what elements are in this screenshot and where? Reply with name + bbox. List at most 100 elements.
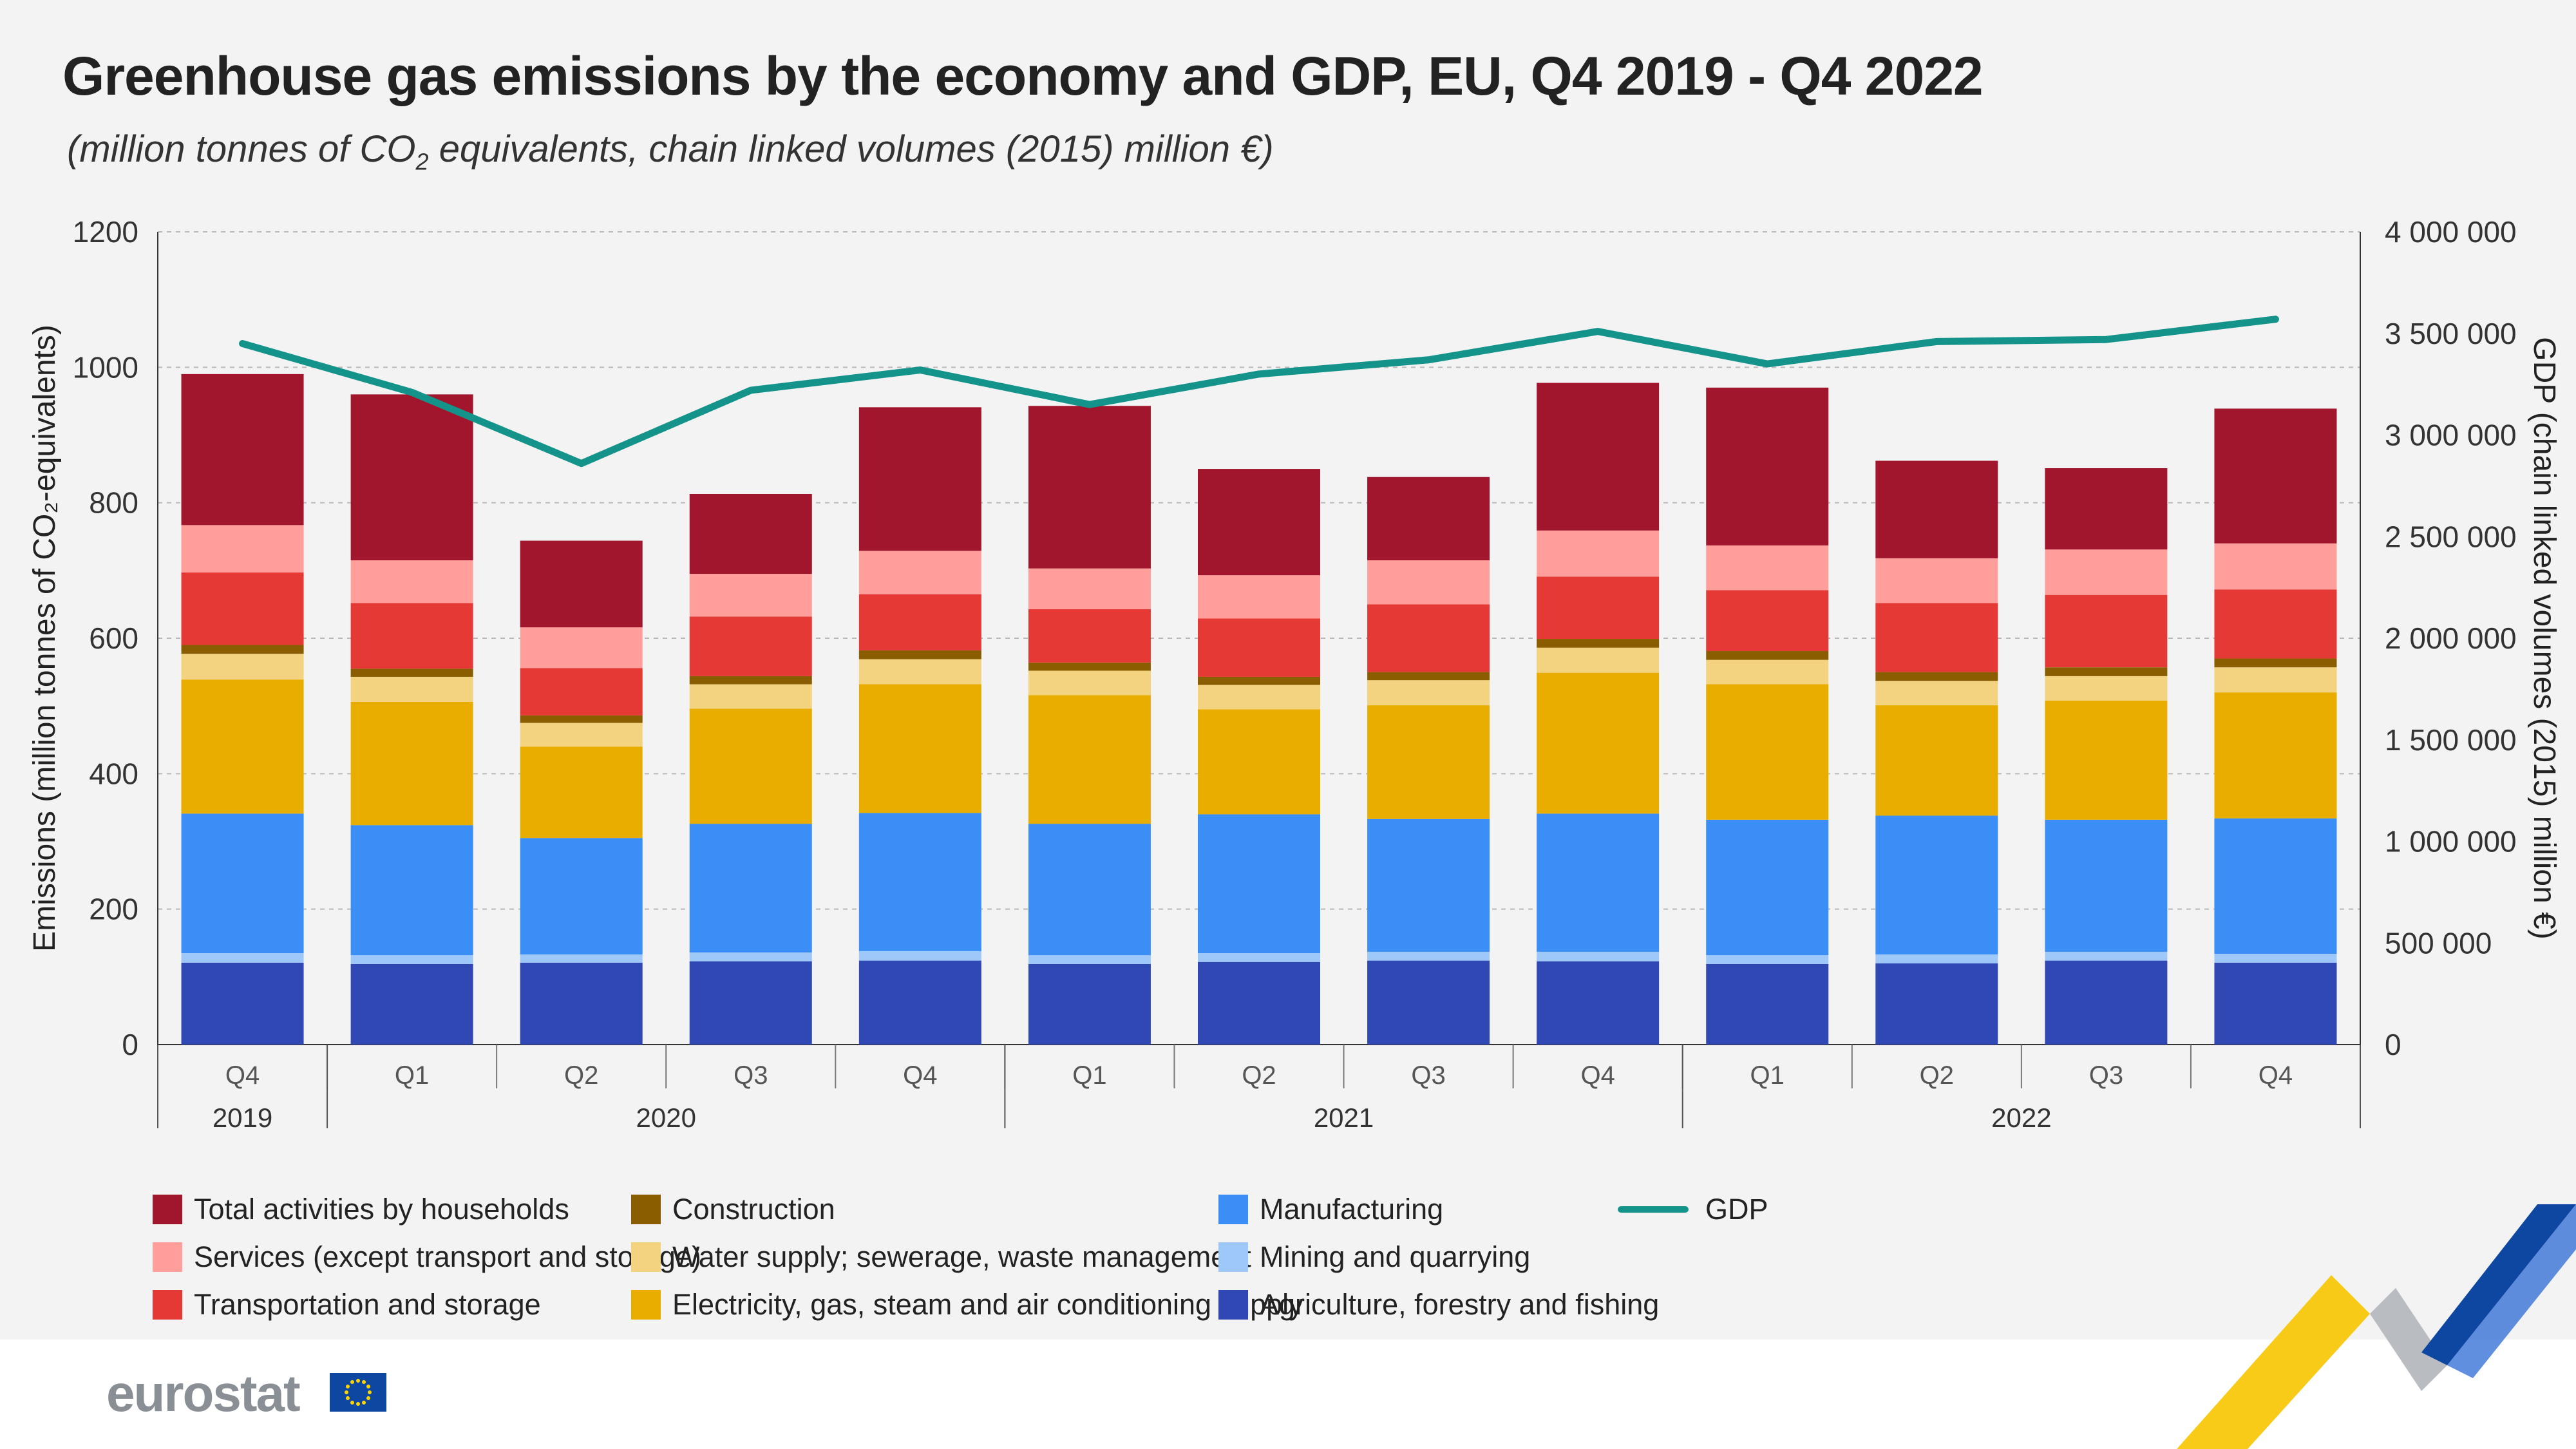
flag-star: [362, 1380, 366, 1385]
bar-segment: [689, 676, 812, 685]
bar-segment: [350, 394, 473, 561]
bar-segment: [1367, 560, 1490, 605]
bar-segment: [1028, 824, 1151, 956]
bar-segment: [1537, 813, 1660, 952]
flag-star: [356, 1402, 360, 1406]
bar-segment: [1367, 672, 1490, 681]
bar-segment: [1875, 672, 1998, 681]
bar-segment: [1537, 639, 1660, 648]
x-tick-label: Q3: [734, 1061, 768, 1090]
x-tick-label: Q1: [1072, 1061, 1106, 1090]
bar-segment: [2214, 692, 2337, 819]
bar-segment: [1198, 953, 1320, 962]
flag-star: [366, 1396, 370, 1400]
bar-segment: [2045, 819, 2168, 952]
bar-segment: [1706, 963, 1829, 1045]
bar-segment: [181, 654, 304, 680]
bar-segment: [1367, 951, 1490, 961]
bar-segment: [350, 668, 473, 677]
bar-segment: [858, 407, 981, 551]
y2-tick-label: 2 500 000: [2385, 520, 2517, 553]
bar-segment: [1875, 954, 1998, 963]
x-tick-label: Q2: [564, 1061, 598, 1090]
bar-segment: [2214, 658, 2337, 668]
bar-segment: [689, 961, 812, 1045]
bar-segment: [350, 963, 473, 1045]
y2-tick-label: 3 500 000: [2385, 317, 2517, 350]
bar-segment: [1706, 545, 1829, 591]
bar-segment: [1706, 590, 1829, 651]
bar-segment: [2045, 676, 2168, 701]
bar-segment: [1198, 469, 1320, 576]
y-tick-label: 400: [89, 757, 138, 790]
bar-segment: [1198, 618, 1320, 677]
year-label: 2020: [636, 1103, 696, 1133]
bar-segment: [520, 962, 643, 1045]
flag-star: [368, 1390, 372, 1394]
bar-segment: [350, 676, 473, 702]
bar-segment: [2214, 818, 2337, 954]
bar-segment: [689, 708, 812, 824]
bar-segment: [2045, 468, 2168, 550]
bar-segment: [520, 954, 643, 963]
bar-segment: [1367, 819, 1490, 952]
bar-segment: [1537, 647, 1660, 673]
y-axis-title: Emissions (million tonnes of CO₂-equival…: [28, 325, 62, 952]
bar-segment: [689, 684, 812, 709]
y-tick-label: 200: [89, 893, 138, 926]
bar-segment: [1198, 961, 1320, 1045]
bar-segment: [2214, 962, 2337, 1045]
bar-segment: [1198, 709, 1320, 815]
bar-segment: [181, 374, 304, 526]
chart-svg: 0 200 400 600 800 1000 1200 0 500 000 1 000 000 1 …: [28, 215, 2561, 1133]
bar-segment: [858, 951, 981, 961]
bar-segment: [2214, 954, 2337, 963]
bar-segment: [1706, 659, 1829, 685]
bar-segment: [350, 560, 473, 603]
bar-segment: [1028, 670, 1151, 696]
bar-segment: [858, 960, 981, 1045]
bar-segment: [520, 838, 643, 955]
y-tick-label: 800: [89, 486, 138, 520]
subtitle-subscript: 2: [415, 148, 429, 175]
bar-segment: [1028, 695, 1151, 824]
bar-segment: [1875, 705, 1998, 816]
x-tick-label: Q4: [1580, 1061, 1615, 1090]
bar-segment: [689, 493, 812, 574]
flag-star: [346, 1385, 350, 1388]
bar-segment: [2045, 667, 2168, 676]
y-tick-label: 1000: [73, 350, 138, 384]
eurostat-logo: eurostat: [106, 1365, 301, 1422]
bar-segment: [1198, 685, 1320, 710]
bar-segment: [181, 525, 304, 573]
x-tick-label: Q2: [1920, 1061, 1954, 1090]
bar-segment: [1706, 955, 1829, 964]
flag-star: [346, 1396, 350, 1400]
x-tick-label: Q2: [1242, 1061, 1276, 1090]
bar-segment: [1028, 963, 1151, 1045]
bar-segment: [350, 825, 473, 956]
bar-segment: [520, 715, 643, 723]
bar-segment: [350, 603, 473, 669]
y2-tick-label: 2 000 000: [2385, 621, 2517, 655]
bar-segment: [1537, 951, 1660, 961]
bar-segment: [1028, 568, 1151, 609]
bar-segment: [1875, 963, 1998, 1045]
y-tick-label: 600: [89, 621, 138, 655]
bar-segment: [2045, 700, 2168, 820]
bar-segment: [520, 540, 643, 628]
y-tick-label: 0: [122, 1028, 138, 1061]
bar-segment: [1198, 575, 1320, 619]
year-label: 2019: [213, 1103, 272, 1133]
x-tick-label: Q3: [2089, 1061, 2123, 1090]
bar-segment: [689, 574, 812, 617]
bar-segment: [350, 955, 473, 964]
bar-segment: [1875, 603, 1998, 672]
y2-tick-label: 3 000 000: [2385, 419, 2517, 452]
x-tick-label: Q1: [395, 1061, 429, 1090]
bar-segment: [858, 813, 981, 951]
y2-tick-label: 1 500 000: [2385, 723, 2517, 757]
bar-segment: [858, 551, 981, 594]
bar-segment: [1706, 684, 1829, 820]
y2-tick-label: 4 000 000: [2385, 215, 2517, 249]
